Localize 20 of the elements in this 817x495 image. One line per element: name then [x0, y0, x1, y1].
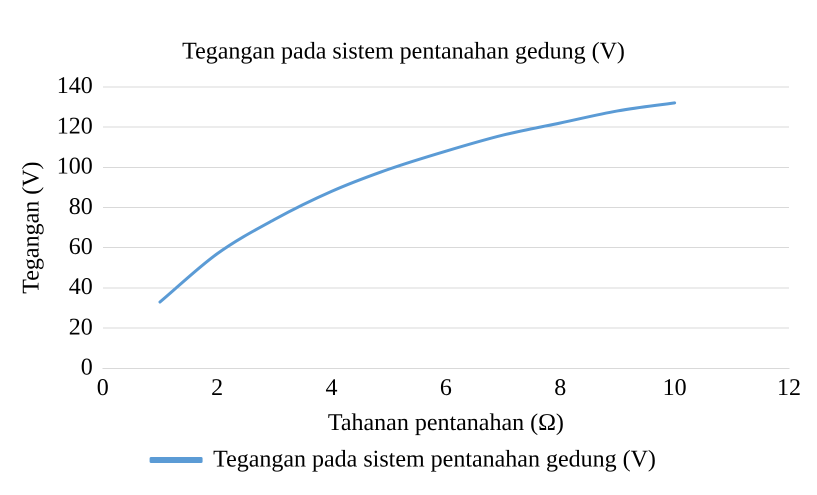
- x-tick-label: 8: [554, 375, 566, 402]
- y-tick-label: 60: [68, 234, 93, 260]
- line-series: [158, 101, 676, 304]
- x-tick-label: 6: [440, 375, 452, 402]
- y-tick-label: 120: [56, 113, 93, 140]
- x-tick-label: 2: [211, 375, 224, 402]
- y-tick-label: 100: [56, 154, 93, 180]
- legend-label: Tegangan pada sistem pentanahan gedung (V): [213, 446, 656, 472]
- y-axis-title: Tegangan (V): [18, 161, 45, 294]
- y-tick-label: 0: [80, 354, 93, 381]
- x-tick-label: 10: [662, 375, 687, 402]
- y-tick-label: 80: [68, 194, 93, 220]
- chart-title: Tegangan pada sistem pentanahan gedung (V): [182, 38, 625, 65]
- y-tick-label: 40: [68, 274, 93, 300]
- x-tick-label: 4: [326, 375, 338, 402]
- x-axis-title: Tahanan pentanahan (Ω): [328, 410, 564, 436]
- y-tick-label: 20: [68, 314, 93, 340]
- y-tick-label: 140: [56, 73, 93, 100]
- x-tick-label: 0: [96, 375, 109, 402]
- x-tick-label: 12: [777, 375, 801, 402]
